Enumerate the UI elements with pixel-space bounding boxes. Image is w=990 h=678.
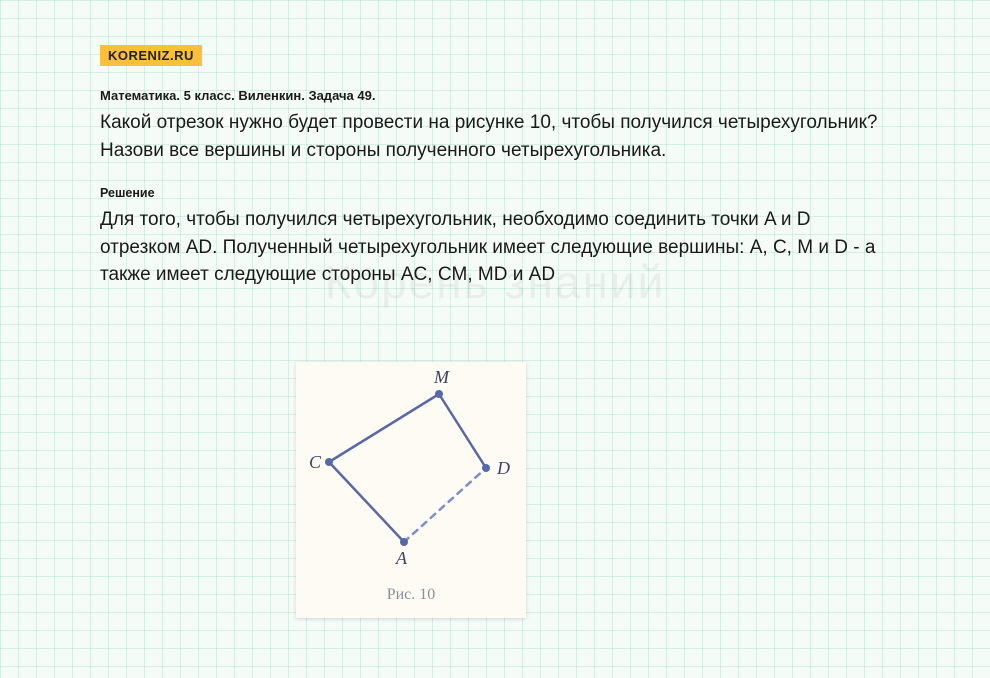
figure-caption: Рис. 10 [296, 586, 526, 604]
solution-text: Для того, чтобы получился четырехугольни… [100, 206, 890, 289]
figure-card: M D A C Рис. 10 [296, 362, 526, 618]
problem-text: Какой отрезок нужно будет провести на ри… [100, 109, 890, 164]
site-badge: KORENIZ.RU [100, 45, 202, 66]
problem-meta: Математика. 5 класс. Виленкин. Задача 49… [100, 88, 890, 103]
svg-text:A: A [395, 548, 408, 568]
svg-text:M: M [433, 367, 450, 387]
svg-text:C: C [309, 452, 322, 472]
svg-text:D: D [496, 458, 510, 478]
page-content: KORENIZ.RU Математика. 5 класс. Виленкин… [100, 45, 890, 289]
solution-header: Решение [100, 186, 890, 200]
figure-svg: M D A C [296, 362, 526, 582]
